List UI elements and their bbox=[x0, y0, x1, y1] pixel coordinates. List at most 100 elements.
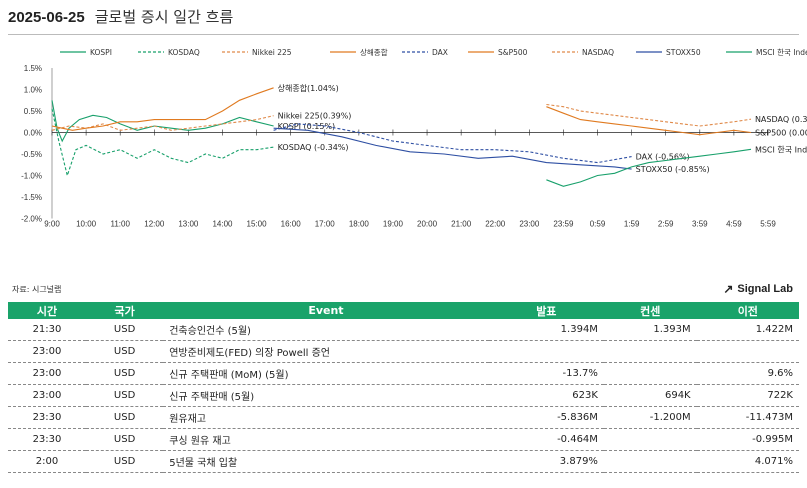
y-tick-label: 0.0% bbox=[24, 129, 42, 138]
x-tick-label: 23:00 bbox=[519, 220, 540, 229]
y-tick-label: -1.5% bbox=[21, 193, 42, 202]
series-end-label: 상해종합(1.04%) bbox=[278, 83, 339, 93]
cell-consensus bbox=[603, 450, 697, 473]
cell-time: 23:00 bbox=[8, 384, 86, 407]
cell-actual: -5.836M bbox=[488, 406, 604, 429]
cell-previous: -0.995M bbox=[696, 428, 799, 451]
col-header-consensus: 컨센 bbox=[603, 302, 697, 319]
table-row: 23:00 USD 신규 주택판매 (5월) 623K 694K 722K bbox=[8, 384, 799, 407]
table-header-row: 시간 국가 Event 발표 컨센 이전 bbox=[8, 302, 799, 319]
x-tick-label: 11:00 bbox=[110, 220, 130, 229]
source-note: 자료: 시그널랩 bbox=[12, 285, 62, 294]
series-end-label: STOXX50 (-0.85%) bbox=[636, 165, 710, 174]
cell-country: USD bbox=[85, 450, 164, 473]
cell-event: 건축승인건수 (5월) bbox=[163, 319, 489, 341]
series-end-label: KOSPI (0.15%) bbox=[278, 122, 336, 131]
page-title: 글로벌 증시 일간 흐름 bbox=[94, 8, 234, 26]
series-end-label: KOSDAQ (-0.34%) bbox=[278, 143, 349, 152]
x-tick-label: 14:00 bbox=[212, 220, 233, 229]
cell-country: USD bbox=[85, 340, 164, 363]
series-line bbox=[51, 100, 274, 143]
cell-actual: 623K bbox=[488, 384, 604, 407]
cell-consensus: 694K bbox=[603, 384, 697, 407]
cell-previous bbox=[696, 340, 799, 363]
x-tick-label: 23:59 bbox=[553, 220, 574, 229]
header-divider bbox=[8, 34, 799, 35]
table-row: 2:00 USD 5년물 국채 입찰 3.879% 4.071% bbox=[8, 450, 799, 473]
table-row: 21:30 USD 건축승인건수 (5월) 1.394M 1.393M 1.422M bbox=[8, 319, 799, 341]
y-tick-label: 1.5% bbox=[24, 64, 42, 73]
y-tick-label: -2.0% bbox=[21, 215, 42, 224]
x-tick-label: 21:00 bbox=[451, 220, 472, 229]
series-end-label: Nikkei 225(0.39%) bbox=[278, 112, 352, 121]
cell-country: USD bbox=[85, 319, 164, 341]
cell-country: USD bbox=[85, 384, 164, 407]
cell-time: 21:30 bbox=[8, 319, 86, 341]
legend-label: NASDAQ bbox=[582, 48, 614, 57]
cell-previous: 1.422M bbox=[696, 319, 799, 341]
series-line bbox=[51, 108, 274, 178]
cell-event: 신규 주택판매 (5월) bbox=[163, 384, 489, 407]
x-tick-label: 2:59 bbox=[658, 220, 674, 229]
signal-logo-icon: ↗ bbox=[723, 282, 734, 296]
x-tick-label: 10:00 bbox=[76, 220, 97, 229]
brand: ↗ Signal Lab bbox=[723, 282, 793, 296]
cell-actual bbox=[488, 340, 604, 363]
col-header-time: 시간 bbox=[8, 302, 86, 319]
cell-actual: -13.7% bbox=[488, 362, 604, 385]
legend-label: 상해종합 bbox=[360, 47, 388, 57]
series-end-label: MSCI 한국 Index Fund (-0.39%) bbox=[755, 145, 807, 154]
series-end-label: S&P500 (0.00%) bbox=[755, 129, 807, 138]
col-header-country: 국가 bbox=[85, 302, 164, 319]
table-row: 23:30 USD 원유재고 -5.836M -1.200M -11.473M bbox=[8, 406, 799, 429]
cell-country: USD bbox=[85, 406, 164, 429]
y-tick-label: -0.5% bbox=[21, 150, 42, 159]
cell-event: 신규 주택판매 (MoM) (5월) bbox=[163, 362, 489, 385]
x-tick-label: 17:00 bbox=[315, 220, 336, 229]
cell-time: 23:30 bbox=[8, 428, 86, 451]
x-tick-label: 16:00 bbox=[281, 220, 302, 229]
series-line bbox=[51, 87, 274, 131]
brand-name: Signal Lab bbox=[737, 283, 793, 295]
y-tick-label: -1.0% bbox=[21, 172, 42, 181]
cell-event: 원유재고 bbox=[163, 406, 489, 429]
table-row: 23:00 USD 신규 주택판매 (MoM) (5월) -13.7% 9.6% bbox=[8, 362, 799, 385]
event-table: 시간 국가 Event 발표 컨센 이전 21:30 USD 건축승인건수 (5월)… bbox=[8, 302, 799, 473]
report-date: 2025-06-25 bbox=[8, 9, 85, 26]
table-row: 23:30 USD 쿠싱 원유 재고 -0.464M -0.995M bbox=[8, 428, 799, 451]
cell-country: USD bbox=[85, 362, 164, 385]
cell-previous: 4.071% bbox=[696, 450, 799, 473]
y-tick-label: 1.0% bbox=[24, 86, 42, 95]
series-line bbox=[273, 123, 632, 164]
series-line bbox=[546, 148, 752, 187]
cell-time: 2:00 bbox=[8, 450, 86, 473]
x-tick-label: 22:00 bbox=[485, 220, 506, 229]
cell-consensus: -1.200M bbox=[603, 406, 697, 429]
series-line bbox=[273, 127, 632, 170]
x-tick-label: 3:59 bbox=[692, 220, 708, 229]
legend-label: Nikkei 225 bbox=[252, 48, 292, 57]
cell-time: 23:00 bbox=[8, 362, 86, 385]
col-header-actual: 발표 bbox=[488, 302, 604, 319]
cell-actual: -0.464M bbox=[488, 428, 604, 451]
table-row: 23:00 USD 연방준비제도(FED) 의장 Powell 증언 bbox=[8, 340, 799, 363]
series-line bbox=[546, 103, 752, 127]
y-tick-label: 0.5% bbox=[24, 107, 42, 116]
legend-label: MSCI 한국 Index Fund bbox=[756, 48, 807, 57]
legend-label: S&P500 bbox=[498, 48, 528, 57]
series-end-label: DAX (-0.56%) bbox=[636, 153, 690, 162]
legend-label: STOXX50 bbox=[666, 48, 701, 57]
x-tick-label: 18:00 bbox=[349, 220, 370, 229]
x-tick-label: 12:00 bbox=[144, 220, 165, 229]
cell-event: 5년물 국채 입찰 bbox=[163, 450, 489, 473]
cell-country: USD bbox=[85, 428, 164, 451]
x-tick-label: 13:00 bbox=[178, 220, 199, 229]
x-tick-label: 4:59 bbox=[726, 220, 742, 229]
col-header-event: Event bbox=[163, 302, 489, 319]
legend-label: DAX bbox=[432, 48, 448, 57]
series-end-label: NASDAQ (0.31%) bbox=[755, 115, 807, 124]
cell-previous: -11.473M bbox=[696, 406, 799, 429]
page-header: 2025-06-25 글로벌 증시 일간 흐름 bbox=[8, 6, 233, 30]
cell-consensus bbox=[603, 362, 697, 385]
x-tick-label: 0:59 bbox=[590, 220, 606, 229]
